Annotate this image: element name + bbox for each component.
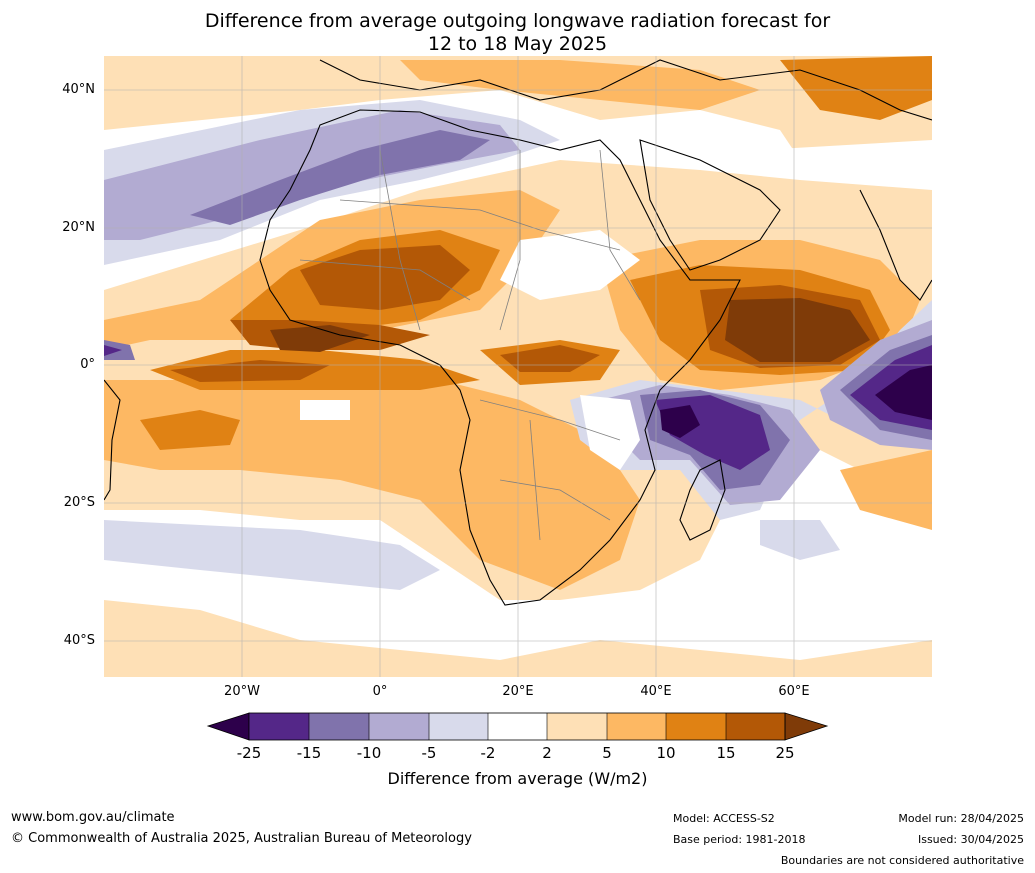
border-line bbox=[599, 149, 641, 301]
anomaly-region-sahel-brown bbox=[300, 245, 470, 310]
colorbar-segment bbox=[488, 713, 547, 740]
anomaly-region-south-atlantic-neg bbox=[104, 520, 440, 590]
lat-label: 20°N bbox=[62, 220, 95, 235]
border-line bbox=[299, 259, 471, 301]
anomaly-region-neutral-1 bbox=[500, 230, 640, 300]
south-america-coastline bbox=[104, 379, 121, 501]
colorbar-segment bbox=[607, 713, 666, 740]
madagascar-coastline bbox=[679, 459, 726, 541]
colorbar-max-extension bbox=[784, 712, 829, 741]
anomaly-region-south-light bbox=[104, 600, 932, 677]
africa-coastline bbox=[259, 109, 741, 606]
colorbar-dividers bbox=[308, 713, 727, 740]
border-line bbox=[499, 150, 521, 331]
colorbar-tick: -15 bbox=[296, 744, 322, 762]
anomaly-region-southeast-neg bbox=[760, 520, 840, 560]
anomaly-region-sahara-neg-dark bbox=[190, 130, 490, 225]
anomaly-region-neutral-3 bbox=[300, 400, 350, 420]
lat-label: 40°N bbox=[62, 82, 95, 97]
colorbar-min-extension bbox=[206, 712, 250, 741]
issued-text: Issued: 30/04/2025 bbox=[917, 833, 1024, 846]
arabia-coastline bbox=[639, 139, 781, 271]
anomaly-region-med-dark bbox=[780, 56, 932, 120]
base-period-text: Base period: 1981-2018 bbox=[673, 833, 806, 846]
website-link[interactable]: www.bom.gov.au/climate bbox=[11, 810, 175, 825]
lon-label: 60°E bbox=[778, 684, 810, 699]
lat-label: 40°S bbox=[63, 633, 95, 648]
colorbar bbox=[206, 712, 829, 741]
colorbar-segment bbox=[429, 713, 488, 740]
colorbar-label: Difference from average (W/m2) bbox=[387, 769, 648, 788]
lon-label: 20°W bbox=[224, 684, 260, 699]
colorbar-tick: -5 bbox=[421, 744, 437, 762]
colorbar-segment bbox=[547, 713, 607, 740]
border-line bbox=[499, 479, 611, 521]
colorbar-tick: -2 bbox=[480, 744, 496, 762]
copyright-text: © Commonwealth of Australia 2025, Austra… bbox=[11, 831, 472, 846]
colorbar-tick: 2 bbox=[542, 744, 552, 762]
title-line-1: Difference from average outgoing longwav… bbox=[204, 10, 831, 32]
anomaly-region-se-mid bbox=[840, 450, 932, 530]
anomaly-region-neutral-4 bbox=[580, 395, 640, 470]
anomaly-region-indian-ocean-max bbox=[725, 298, 870, 362]
anomaly-region-guinea-max bbox=[270, 325, 370, 352]
colorbar-segment bbox=[249, 713, 309, 740]
lat-label: 20°S bbox=[63, 495, 95, 510]
colorbar-segment bbox=[309, 713, 369, 740]
disclaimer-text: Boundaries are not considered authoritat… bbox=[780, 854, 1024, 867]
model-run-text: Model run: 28/04/2025 bbox=[898, 812, 1024, 825]
anomaly-region-gulf-brown bbox=[170, 360, 330, 382]
colorbar-tick: 10 bbox=[656, 744, 676, 762]
border-line bbox=[479, 399, 621, 441]
anomaly-region-indian-neg-min bbox=[875, 365, 932, 420]
colorbar-tick: 25 bbox=[775, 744, 795, 762]
anomaly-region-north-mid bbox=[400, 60, 760, 110]
chart-title: Difference from average outgoing longwav… bbox=[0, 10, 1035, 56]
colorbar-tick: -10 bbox=[356, 744, 382, 762]
anomaly-region-mozambique-neg-min bbox=[660, 405, 700, 438]
colorbar-outline bbox=[248, 712, 786, 741]
lon-label: 0° bbox=[372, 684, 388, 699]
anomaly-region-atlantic-neg-deep bbox=[104, 345, 122, 356]
europe-coastline bbox=[319, 59, 932, 121]
country-borders bbox=[299, 149, 641, 541]
colorbar-segment bbox=[666, 713, 726, 740]
coastlines bbox=[104, 59, 932, 606]
colorbar-segment bbox=[726, 713, 785, 740]
title-line-2: 12 to 18 May 2025 bbox=[427, 33, 608, 55]
border-line bbox=[529, 419, 541, 541]
model-text: Model: ACCESS-S2 bbox=[673, 812, 775, 825]
border-line bbox=[379, 149, 421, 331]
colorbar-tick: 15 bbox=[716, 744, 736, 762]
lat-label: 0° bbox=[80, 357, 95, 372]
colorbar-tick: -25 bbox=[236, 744, 262, 762]
colorbar-segment bbox=[369, 713, 429, 740]
anomaly-region-neutral-2 bbox=[600, 110, 800, 170]
colorbar-tick: 5 bbox=[602, 744, 612, 762]
lon-label: 20°E bbox=[502, 684, 534, 699]
anomaly-region-atlantic-dark bbox=[140, 410, 240, 450]
border-line bbox=[339, 199, 621, 251]
lon-label: 40°E bbox=[640, 684, 672, 699]
india-coastline bbox=[859, 189, 932, 301]
graticule bbox=[104, 56, 932, 677]
